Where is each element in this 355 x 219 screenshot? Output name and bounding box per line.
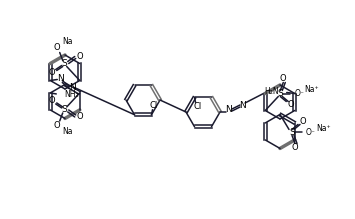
Text: S: S [277, 89, 283, 98]
Text: O: O [76, 52, 83, 61]
Text: O⁻: O⁻ [306, 128, 316, 137]
Text: N: N [226, 106, 233, 115]
Text: O: O [53, 122, 60, 131]
Text: N: N [57, 74, 64, 83]
Text: O: O [48, 96, 55, 105]
Text: O: O [48, 68, 55, 77]
Text: O⁻: O⁻ [294, 89, 304, 98]
Text: Na⁺: Na⁺ [304, 85, 319, 94]
Text: Cl: Cl [193, 102, 202, 111]
Text: S: S [289, 128, 295, 137]
Text: H₂N: H₂N [264, 87, 279, 96]
Text: NH₂: NH₂ [64, 90, 79, 99]
Text: O: O [53, 43, 60, 52]
Text: O: O [300, 117, 306, 126]
Text: S: S [62, 105, 67, 115]
Text: O: O [76, 112, 83, 122]
Text: Cl: Cl [149, 101, 158, 110]
Text: Na: Na [63, 37, 73, 46]
Text: Na: Na [63, 127, 73, 136]
Text: N: N [69, 83, 76, 92]
Text: O: O [288, 100, 295, 109]
Text: S: S [62, 59, 67, 68]
Text: O: O [292, 143, 298, 152]
Text: O: O [280, 74, 286, 83]
Text: Na⁺: Na⁺ [316, 124, 331, 133]
Text: N: N [240, 101, 246, 110]
